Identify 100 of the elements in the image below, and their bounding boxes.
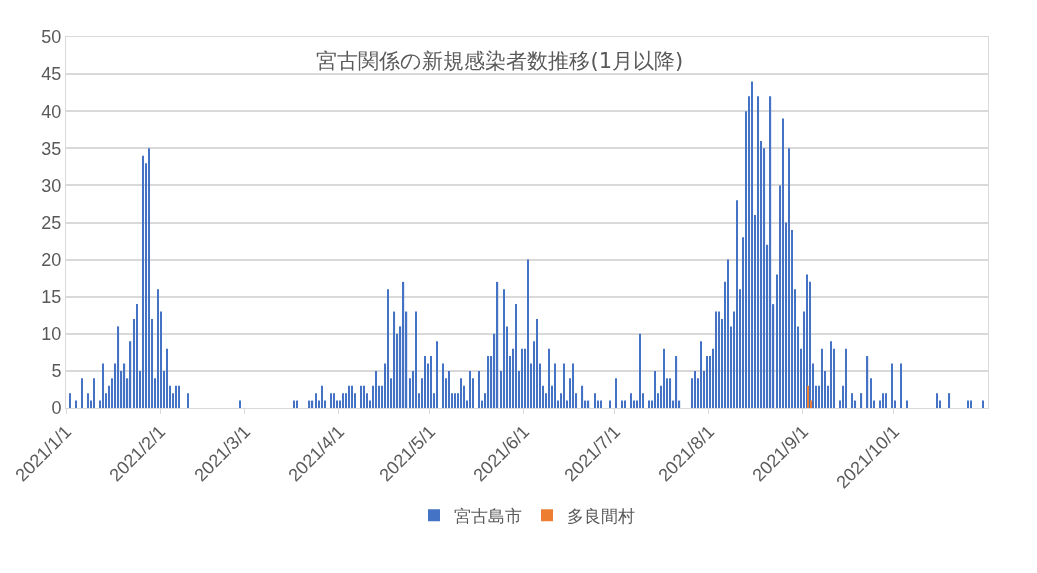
bar bbox=[706, 356, 708, 408]
bar bbox=[700, 341, 702, 408]
bar bbox=[900, 363, 902, 408]
bar bbox=[845, 348, 847, 408]
bar bbox=[478, 370, 480, 408]
bar bbox=[782, 118, 784, 408]
bar bbox=[363, 385, 365, 408]
bar bbox=[727, 259, 729, 408]
bar bbox=[870, 378, 872, 408]
bar bbox=[554, 363, 556, 408]
bar bbox=[936, 393, 938, 408]
bar bbox=[788, 148, 790, 408]
bar bbox=[806, 274, 808, 408]
bar bbox=[93, 378, 95, 408]
bar bbox=[736, 200, 738, 408]
bar bbox=[436, 341, 438, 408]
bar bbox=[654, 370, 656, 408]
bar bbox=[469, 370, 471, 408]
bar bbox=[424, 356, 426, 408]
bar bbox=[639, 333, 641, 408]
bar bbox=[572, 363, 575, 408]
bar bbox=[594, 393, 596, 408]
bar bbox=[967, 400, 969, 408]
bar bbox=[866, 356, 869, 408]
bar bbox=[136, 304, 138, 408]
bar bbox=[600, 400, 602, 408]
bar bbox=[330, 393, 332, 408]
bar bbox=[166, 348, 168, 408]
y-tick-label: 5 bbox=[51, 361, 62, 382]
bar bbox=[548, 348, 550, 408]
bar bbox=[387, 289, 389, 408]
bar bbox=[402, 281, 405, 408]
y-tick-label: 25 bbox=[41, 212, 62, 233]
bar bbox=[615, 378, 617, 408]
y-tick-label: 35 bbox=[41, 138, 62, 159]
bar bbox=[694, 370, 696, 408]
bar bbox=[860, 393, 863, 408]
bar bbox=[333, 393, 335, 408]
bar bbox=[536, 318, 538, 408]
bar bbox=[515, 304, 517, 408]
bar bbox=[123, 363, 126, 408]
bar bbox=[621, 400, 623, 408]
bar bbox=[178, 385, 180, 408]
bar bbox=[885, 393, 887, 408]
bar bbox=[148, 148, 150, 408]
bar bbox=[807, 385, 809, 408]
bar bbox=[296, 400, 299, 408]
bar bbox=[117, 326, 120, 408]
bar bbox=[891, 363, 893, 408]
bar bbox=[630, 393, 632, 408]
bar bbox=[348, 385, 350, 408]
y-tick-label: 45 bbox=[41, 64, 62, 85]
y-tick-label: 15 bbox=[41, 287, 62, 307]
bar bbox=[718, 311, 720, 408]
bar bbox=[563, 363, 565, 408]
y-tick-label: 0 bbox=[51, 398, 62, 419]
bar bbox=[321, 385, 323, 408]
bar bbox=[129, 341, 132, 408]
y-tick-label: 20 bbox=[41, 249, 62, 270]
bar bbox=[751, 81, 753, 408]
bar bbox=[970, 400, 972, 408]
bar bbox=[87, 393, 89, 408]
text: 宮古関係の新規感染者数推移(1月以降) bbox=[316, 48, 684, 73]
y-tick-label: 10 bbox=[41, 324, 62, 345]
bar bbox=[351, 385, 353, 408]
bar bbox=[648, 400, 650, 408]
bar bbox=[882, 393, 884, 408]
legend-label: 多良間村 bbox=[567, 505, 635, 526]
bar bbox=[342, 393, 344, 408]
bar bbox=[157, 289, 159, 408]
y-tick-label: 40 bbox=[41, 101, 62, 122]
bar bbox=[460, 378, 462, 408]
bar bbox=[430, 356, 432, 408]
bar bbox=[293, 400, 295, 408]
bar bbox=[769, 96, 772, 408]
bar bbox=[442, 363, 444, 408]
bar bbox=[175, 385, 177, 408]
bar bbox=[609, 400, 611, 408]
bar bbox=[906, 400, 908, 408]
bar bbox=[521, 348, 523, 408]
bar bbox=[496, 281, 499, 408]
bar bbox=[487, 356, 490, 408]
bar bbox=[669, 378, 672, 408]
bar bbox=[503, 289, 505, 408]
bar bbox=[393, 311, 396, 408]
bar bbox=[81, 378, 83, 408]
bar bbox=[448, 370, 450, 408]
bar bbox=[315, 393, 317, 408]
bar bbox=[830, 341, 832, 408]
bar bbox=[527, 259, 529, 408]
bar bbox=[821, 348, 823, 408]
y-tick-label: 30 bbox=[41, 175, 62, 196]
bar bbox=[948, 393, 951, 408]
y-tick-label: 50 bbox=[41, 27, 62, 48]
bar bbox=[454, 393, 456, 408]
bar bbox=[982, 400, 984, 408]
bar bbox=[851, 393, 854, 408]
bar bbox=[757, 96, 760, 408]
bar bbox=[187, 393, 189, 408]
bar bbox=[239, 400, 241, 408]
